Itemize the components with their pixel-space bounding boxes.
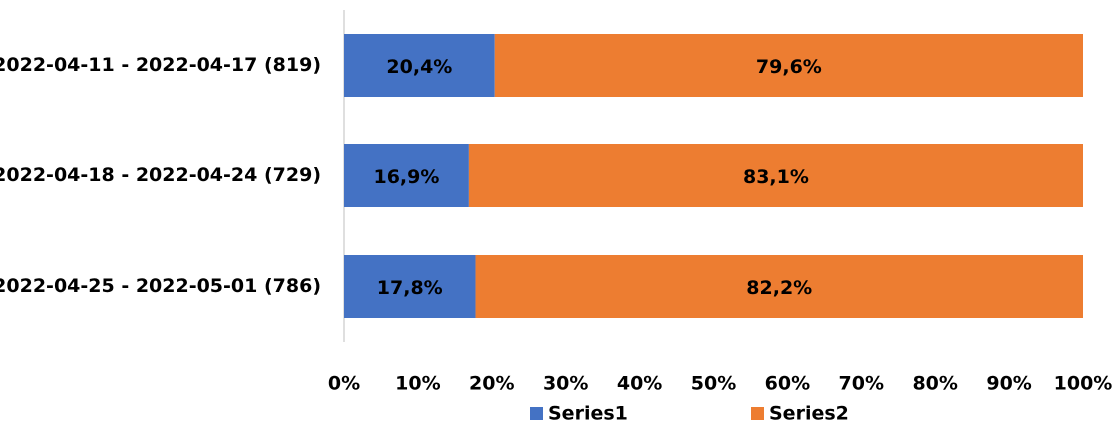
bar-segment-series2 [494,34,1084,97]
category-label: 2022-04-25 - 2022-05-01 (786) [0,275,321,297]
data-label: 79,6% [756,56,822,78]
x-tick-label: 90% [986,373,1031,395]
category-label: 2022-04-18 - 2022-04-24 (729) [0,164,321,186]
x-tick-label: 70% [839,373,884,395]
x-tick-label: 60% [765,373,810,395]
data-label: 82,2% [746,277,812,299]
x-tick-label: 30% [543,373,588,395]
data-label: 83,1% [743,166,809,188]
bar-segment-series2 [475,255,1083,318]
data-label: 17,8% [377,277,443,299]
axis-layer: 2022-04-11 - 2022-04-17 (819) 2022-04-18 … [0,10,1112,395]
bar-segment-series1 [344,34,495,97]
x-tick-label: 50% [691,373,736,395]
x-tick-label: 10% [395,373,440,395]
bars-layer [344,34,1084,318]
x-tick-label: 0% [328,373,360,395]
category-label: 2022-04-11 - 2022-04-17 (819) [0,54,321,76]
x-tick-label: 20% [469,373,514,395]
labels-layer: 20,4% 79,6% 16,9% 83,1% 17,8% 82,2% [373,56,821,299]
x-tick-label: 40% [617,373,662,395]
legend: Series1 Series2 [530,403,849,425]
bar-segment-series1 [344,255,476,318]
legend-swatch [530,407,543,420]
legend-swatch [751,407,764,420]
x-tick-label: 100% [1054,373,1113,395]
x-tick-label: 80% [912,373,957,395]
legend-label: Series2 [769,403,849,425]
data-label: 16,9% [373,166,439,188]
legend-label: Series1 [548,403,628,425]
bar-segment-series2 [468,144,1083,207]
data-label: 20,4% [386,56,452,78]
bar-segment-series1 [344,144,469,207]
